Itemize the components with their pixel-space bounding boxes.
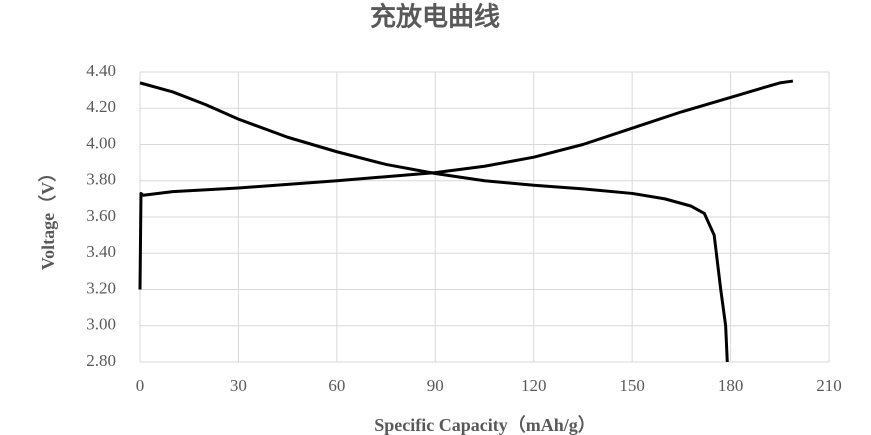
chart-title: 充放电曲线	[370, 2, 500, 33]
y-tick-label: 4.20	[86, 97, 116, 116]
y-tick-label: 3.40	[86, 242, 116, 261]
x-tick-label: 90	[427, 376, 444, 395]
x-tick-label: 210	[816, 376, 842, 395]
x-tick-label: 60	[328, 376, 345, 395]
y-tick-label: 3.20	[86, 278, 116, 297]
x-tick-label: 120	[521, 376, 547, 395]
y-axis-label: Voltage（V）	[38, 164, 58, 270]
line-series	[139, 81, 729, 363]
y-tick-label: 3.60	[86, 206, 116, 225]
x-tick-label: 180	[718, 376, 744, 395]
y-tick-label: 3.80	[86, 170, 116, 189]
x-tick-label: 0	[136, 376, 145, 395]
x-tick-label: 150	[619, 376, 645, 395]
y-tick-label: 2.80	[86, 351, 116, 370]
x-axis-label: Specific Capacity（mAh/g）	[374, 415, 595, 435]
x-tick-label: 30	[230, 376, 247, 395]
y-tick-label: 3.00	[86, 315, 116, 334]
y-tick-label: 4.40	[86, 61, 116, 80]
y-tick-label: 4.00	[86, 133, 116, 152]
line-series	[138, 79, 794, 290]
